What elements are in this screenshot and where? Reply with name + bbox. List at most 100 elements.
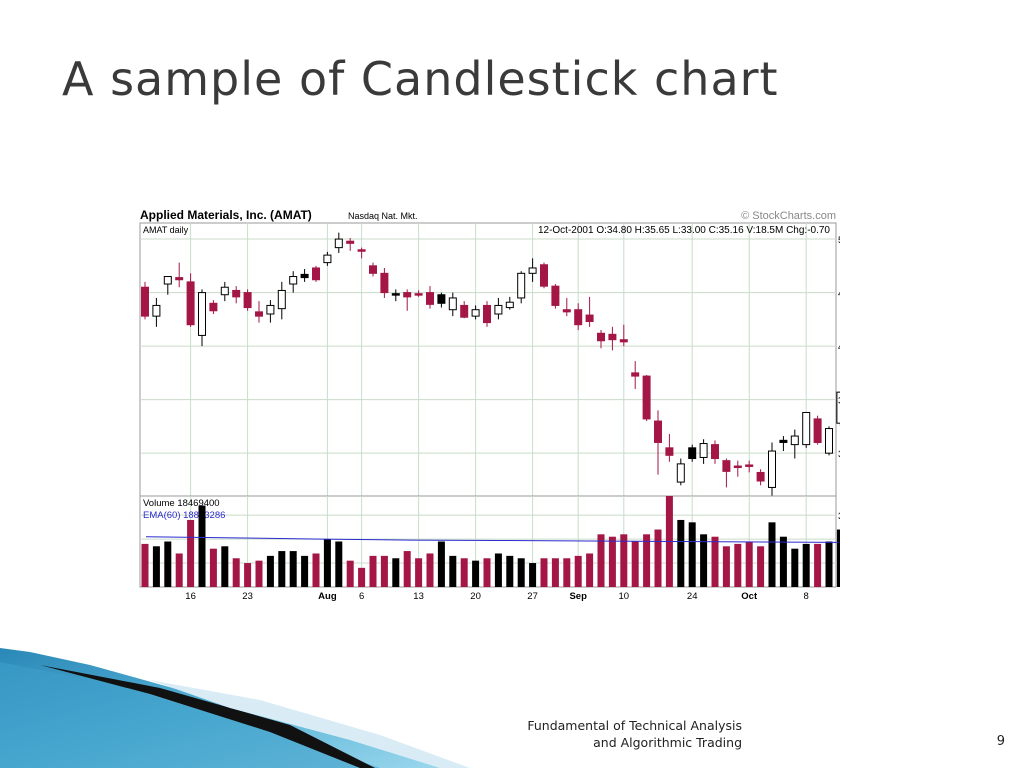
candle-body	[608, 333, 617, 341]
volume-bar	[460, 558, 468, 587]
light-swoosh	[150, 680, 470, 768]
volume-bar	[757, 546, 765, 587]
candle-body	[186, 281, 195, 326]
candle-body	[585, 314, 594, 322]
volume-bar	[301, 555, 309, 587]
candle-body	[357, 249, 366, 252]
slide-title: A sample of Candlestick chart	[62, 52, 779, 106]
chart-exchange: Nasdaq Nat. Mkt.	[348, 211, 418, 221]
x-tick-label: Oct	[741, 591, 758, 602]
volume-bar	[597, 534, 605, 587]
candle-body	[631, 372, 640, 377]
volume-bar	[426, 553, 434, 587]
volume-bar	[403, 551, 411, 587]
x-tick-label: 16	[185, 591, 196, 602]
candle-body	[676, 463, 685, 483]
volume-bar	[221, 546, 229, 587]
price-panel: AMAT daily 12-Oct-2001 O:34.80 H:35.65 L…	[139, 222, 840, 497]
volume-bar	[620, 534, 628, 587]
volume-bar	[392, 558, 400, 587]
candle-body	[277, 289, 286, 310]
volume-bar	[688, 522, 696, 587]
price-tick-label: 40	[838, 342, 840, 353]
volume-bar	[779, 536, 787, 587]
volume-label: Volume 18469400	[143, 498, 220, 509]
volume-bar	[358, 567, 366, 587]
black-swoosh	[40, 665, 375, 768]
price-grid	[140, 223, 836, 496]
volume-bar	[711, 536, 719, 587]
candle-body	[528, 267, 537, 274]
candle-body	[688, 447, 697, 460]
candle-body	[334, 238, 343, 249]
x-tick-label: 20	[470, 591, 481, 602]
volume-bar	[563, 558, 571, 587]
volume-bar	[700, 534, 708, 587]
chart-title: Applied Materials, Inc. (AMAT)	[140, 208, 312, 222]
volume-bar	[152, 546, 160, 587]
candle-body	[505, 301, 514, 309]
candle-body	[175, 277, 184, 281]
candle-body	[403, 292, 412, 298]
candle-body	[642, 375, 651, 420]
volume-bar	[574, 555, 582, 587]
candle-body	[414, 293, 423, 296]
volume-axis: 30M 20M 10M	[838, 511, 840, 570]
candle-body	[597, 332, 605, 342]
x-tick-label: Sep	[569, 591, 587, 602]
x-axis: 16 23 Aug 6 13 20 27 Sep 10 24 Oct 8	[185, 591, 809, 602]
volume-bar	[734, 543, 742, 587]
volume-bar	[232, 558, 240, 587]
volume-bar	[415, 558, 423, 587]
ema-label: EMA(60) 18883286	[143, 510, 225, 521]
candle-body	[768, 450, 776, 488]
volume-bar	[814, 543, 822, 587]
candle-body	[494, 304, 503, 315]
candle-body	[745, 464, 754, 467]
candle-body	[699, 443, 708, 458]
price-panel-frame	[139, 222, 837, 497]
volume-bar	[722, 546, 730, 587]
candle-body	[756, 471, 765, 482]
volume-bar	[517, 558, 525, 587]
candle-body	[483, 304, 491, 324]
volume-bar	[677, 519, 685, 587]
candle-body	[243, 292, 252, 309]
volume-bar	[802, 543, 810, 587]
candle-body	[517, 272, 526, 299]
candle-body	[391, 293, 400, 296]
candle-body	[619, 339, 628, 343]
volume-tick-label: 10M	[838, 559, 840, 570]
ema-line	[145, 536, 840, 543]
volume-bar	[540, 558, 548, 587]
price-tick-label: 35	[838, 396, 840, 407]
volume-bar	[278, 551, 286, 587]
volume-bar	[586, 553, 594, 587]
candle-body	[380, 272, 389, 294]
blue-swoosh-shade	[0, 662, 380, 768]
volume-bar	[437, 541, 445, 587]
footer-line-2: and Algorithmic Trading	[593, 735, 742, 750]
ohlc-summary: 12-Oct-2001 O:34.80 H:35.65 L:33.00 C:35…	[538, 225, 830, 236]
chart-source: © StockCharts.com	[741, 210, 836, 222]
candle-body	[448, 297, 457, 311]
volume-bar	[836, 529, 840, 587]
volume-bar	[472, 560, 480, 587]
candle-body	[141, 286, 149, 317]
candle-body	[266, 304, 275, 315]
footer-line-1: Fundamental of Technical Analysis	[527, 718, 742, 733]
volume-bar	[483, 558, 491, 587]
candle-body	[220, 286, 229, 296]
x-tick-label: Aug	[318, 591, 337, 602]
price-tick-label: 30	[838, 449, 840, 460]
candle-body	[289, 276, 298, 285]
volume-bar	[768, 522, 776, 587]
candle-body	[551, 285, 560, 306]
candlestick-chart: Applied Materials, Inc. (AMAT) Nasdaq Na…	[136, 204, 840, 604]
candle-body	[300, 273, 309, 279]
candle-body	[562, 309, 571, 313]
candle-body	[232, 289, 241, 298]
volume-bar	[323, 539, 331, 587]
footer-text: Fundamental of Technical Analysis and Al…	[480, 717, 742, 751]
candle-body	[722, 460, 731, 472]
